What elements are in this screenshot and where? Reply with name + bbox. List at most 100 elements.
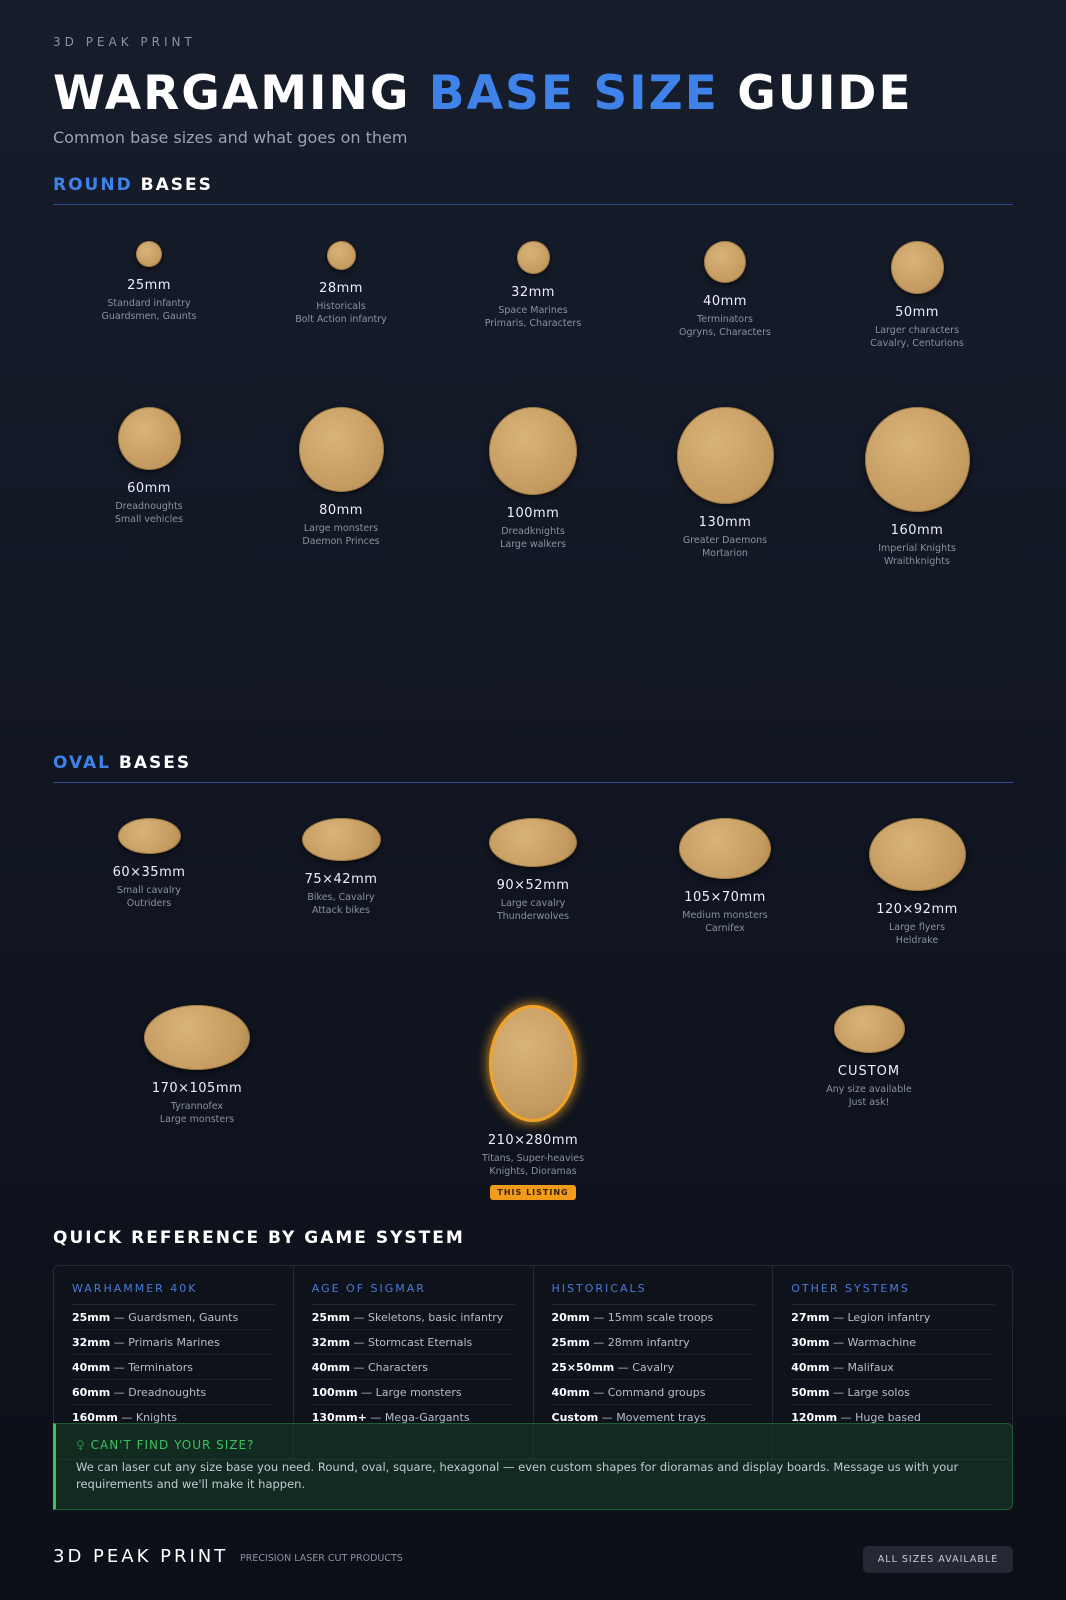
round-base-shape [704, 241, 746, 283]
base-desc-line: Small vehicles [114, 513, 184, 525]
row-models: Cavalry [632, 1361, 675, 1374]
row-models: Command groups [607, 1386, 706, 1399]
base-desc-line: Ogryns, Characters [679, 326, 771, 338]
row-size: 40mm [551, 1386, 590, 1399]
round-base-item: 80mm Large monsters Daemon Princes [246, 407, 436, 548]
base-size-label: 28mm [319, 281, 363, 296]
oval-section-title: OVAL BASES [53, 753, 1013, 783]
row-size: Custom [551, 1411, 599, 1424]
lightbulb-icon: ♀ [76, 1438, 91, 1452]
base-size-label: 50mm [895, 305, 939, 320]
round-base-shape [676, 407, 774, 504]
base-size-label: 90×52mm [496, 878, 570, 893]
round-base-shape [136, 241, 162, 267]
reference-row: 25mm — 28mm infantry [551, 1330, 755, 1355]
reference-row: 20mm — 15mm scale troops [551, 1305, 755, 1330]
oval-base-item: 120×92mm Large flyers Heldrake [822, 818, 1012, 947]
row-size: 27mm [791, 1311, 830, 1324]
base-description: Terminators Ogryns, Characters [679, 314, 771, 339]
base-description: Imperial Knights Wraithknights [878, 543, 956, 568]
reference-row: 25mm — Guardsmen, Gaunts [72, 1305, 275, 1330]
base-size-label: 25mm [127, 278, 171, 293]
oval-base-item: 170×105mm Tyrannofex Large monsters [102, 1005, 292, 1126]
reference-row: 40mm — Malifaux [791, 1355, 994, 1380]
round-base-item: 60mm Dreadnoughts Small vehicles [54, 407, 244, 526]
row-models: Primaris Marines [128, 1336, 220, 1349]
all-sizes-button[interactable]: ALL SIZES AVAILABLE [863, 1546, 1013, 1573]
row-size: 40mm [72, 1361, 111, 1374]
base-size-label: 160mm [890, 523, 944, 538]
base-size-label: 120×92mm [876, 902, 958, 917]
base-description: Large flyers Heldrake [889, 922, 945, 947]
row-models: Characters [367, 1361, 429, 1374]
custom-size-callout: ♀ CAN'T FIND YOUR SIZE? We can laser cut… [53, 1423, 1013, 1510]
base-desc-line: Large walkers [500, 538, 566, 550]
row-size: 160mm [72, 1411, 118, 1424]
row-models: Movement trays [616, 1411, 706, 1424]
base-desc-line: Guardsmen, Gaunts [101, 310, 197, 322]
callout-title: ♀ CAN'T FIND YOUR SIZE? [76, 1438, 992, 1452]
round-base-item: 160mm Imperial Knights Wraithknights [822, 407, 1012, 568]
oval-base-item: CUSTOM Any size available Just ask! [774, 1005, 964, 1109]
base-desc-line: Large flyers [888, 922, 946, 933]
base-desc-line: Large monsters [303, 523, 379, 534]
reference-row: 32mm — Primaris Marines [72, 1330, 275, 1355]
base-desc-line: Heldrake [895, 934, 939, 946]
row-size: 25mm [311, 1311, 350, 1324]
base-description: Historicals Bolt Action infantry [295, 301, 387, 326]
row-size: 100mm [311, 1386, 358, 1399]
oval-base-item: 60×35mm Small cavalry Outriders [54, 818, 244, 910]
round-base-shape [489, 407, 577, 495]
base-size-label: 100mm [506, 506, 560, 521]
row-models: Terminators [128, 1361, 193, 1374]
base-desc-line: Outriders [126, 897, 172, 909]
base-description: Standard infantry Guardsmen, Gaunts [102, 298, 197, 323]
title-part1: WARGAMING [53, 66, 429, 121]
reference-row: 40mm — Characters [311, 1355, 515, 1380]
base-size-label: 210×280mm [487, 1133, 579, 1148]
base-description: Medium monsters Carnifex [682, 910, 767, 935]
round-base-item: 50mm Larger characters Cavalry, Centurion… [822, 241, 1012, 350]
round-base-item: 32mm Space Marines Primaris, Characters [438, 241, 628, 330]
oval-base-item: 210×280mm Titans, Super-heavies Knights, … [438, 1005, 628, 1200]
row-size: 25mm [551, 1336, 590, 1349]
column-header: OTHER SYSTEMS [791, 1282, 994, 1305]
row-size: 60mm [72, 1386, 111, 1399]
base-desc-line: Cavalry, Centurions [870, 337, 964, 349]
oval-base-shape [679, 818, 771, 879]
callout-text: We can laser cut any size base you need.… [76, 1460, 959, 1491]
base-description: Large monsters Daemon Princes [302, 523, 379, 548]
column-header: AGE OF SIGMAR [311, 1282, 515, 1305]
round-base-item: 25mm Standard infantry Guardsmen, Gaunts [54, 241, 244, 323]
base-desc-line: Attack bikes [312, 904, 370, 916]
round-base-shape [516, 241, 550, 274]
oval-base-shape [868, 818, 966, 891]
base-description: Space Marines Primaris, Characters [485, 305, 582, 330]
reference-row: 40mm — Terminators [72, 1355, 275, 1380]
this-listing-badge: THIS LISTING [490, 1185, 576, 1200]
base-description: Dreadnoughts Small vehicles [115, 501, 183, 526]
reference-row: 25×50mm — Cavalry [551, 1355, 755, 1380]
game-system-column: HISTORICALS 20mm — 15mm scale troops 25mm … [534, 1266, 774, 1459]
brand-top: 3D PEAK PRINT [53, 35, 196, 49]
quick-reference-table: WARHAMMER 40K 25mm — Guardsmen, Gaunts 32m… [53, 1265, 1013, 1460]
quick-reference-title: QUICK REFERENCE BY GAME SYSTEM [53, 1228, 465, 1248]
reference-row: 25mm — Skeletons, basic infantry [311, 1305, 515, 1330]
page-title: WARGAMING BASE SIZE GUIDE [53, 66, 913, 121]
base-desc-line: Bolt Action infantry [295, 313, 387, 325]
base-desc-line: Standard infantry [107, 298, 191, 309]
row-models: Dreadnoughts [128, 1386, 207, 1399]
row-models: Guardsmen, Gaunts [128, 1311, 239, 1324]
row-models: Warmachine [847, 1336, 916, 1349]
game-system-column: AGE OF SIGMAR 25mm — Skeletons, basic inf… [294, 1266, 534, 1459]
base-desc-line: Tyrannofex [170, 1101, 224, 1112]
footer-brand: 3D PEAK PRINT [53, 1546, 229, 1567]
oval-title-rest: BASES [111, 753, 192, 773]
row-size: 40mm [791, 1361, 830, 1374]
row-models: Huge based [855, 1411, 921, 1424]
row-size: 40mm [311, 1361, 350, 1374]
reference-row: 30mm — Warmachine [791, 1330, 994, 1355]
round-base-item: 130mm Greater Daemons Mortarion [630, 407, 820, 560]
row-models: Legion infantry [847, 1311, 931, 1324]
row-models: 28mm infantry [607, 1336, 690, 1349]
